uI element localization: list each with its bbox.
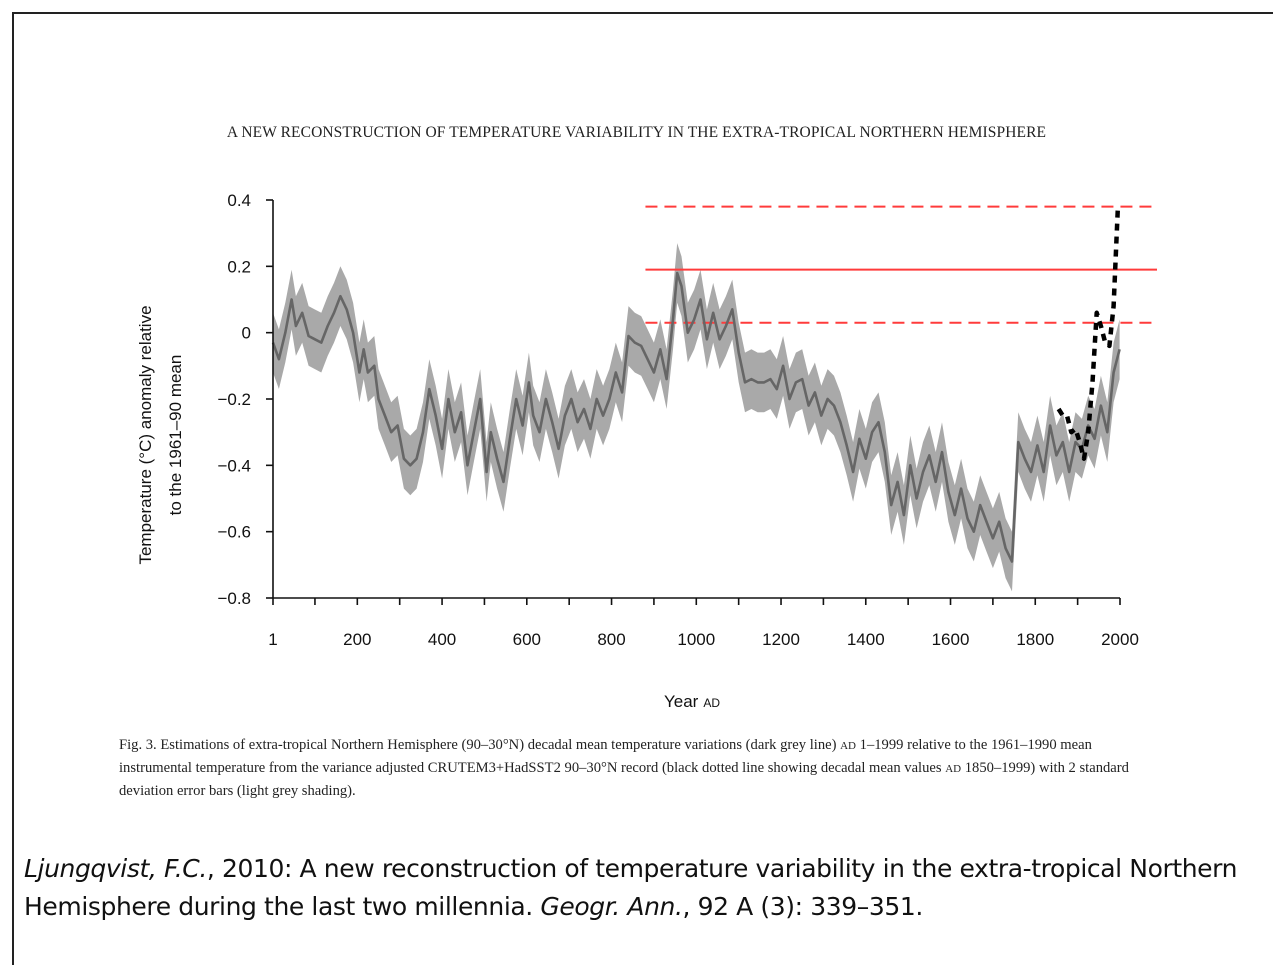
citation-journal: Geogr. Ann.	[540, 892, 683, 921]
figure-header: A NEW RECONSTRUCTION OF TEMPERATURE VARI…	[226, 124, 1047, 141]
y-tick-label: 0.2	[227, 257, 251, 276]
reconstruction-line	[271, 271, 1121, 563]
error-band	[273, 243, 1120, 592]
caption-era1: AD	[840, 740, 856, 752]
y-tick-label: −0.2	[217, 390, 251, 409]
x-tick-label: 1400	[847, 630, 885, 649]
caption-part2: 1–1999 relative to the 1961–1990 mean in…	[119, 737, 1092, 776]
caption-part1: Estimations of extra-tropical Northern H…	[156, 737, 841, 753]
reconstruction-line-layer	[271, 271, 1121, 563]
error-band-layer	[273, 243, 1120, 592]
x-tick-label: 1800	[1016, 630, 1054, 649]
x-axis-title-text: Year	[664, 692, 699, 711]
y-axis-title-line1: Temperature (°C) anomaly relative	[136, 305, 155, 564]
figure-caption: Fig. 3. Estimations of extra-tropical No…	[119, 734, 1159, 802]
caption-fig-label: Fig. 3.	[119, 737, 157, 753]
x-tick-label: 2000	[1101, 630, 1139, 649]
y-tick-label: −0.8	[217, 589, 251, 608]
x-tick-label: 1200	[762, 630, 800, 649]
x-tick-label: 1	[268, 630, 277, 649]
x-tick-label: 200	[343, 630, 371, 649]
slide-frame	[12, 12, 1273, 965]
citation-text: , 2010: A new reconstruction of temperat…	[24, 854, 1238, 921]
y-tick-label: −0.6	[217, 523, 251, 542]
temperature-chart: 0.40.20−0.2−0.4−0.6−0.81 200 400 600 800 1000…	[136, 191, 1157, 711]
x-axis-title: Year AD	[664, 692, 720, 711]
axes-layer: 0.40.20−0.2−0.4−0.6−0.81 200 400 600 800 1000…	[217, 191, 1138, 649]
citation: Ljungqvist, F.C., 2010: A new reconstruc…	[24, 850, 1254, 926]
instrumental-line-layer	[1056, 206, 1121, 461]
x-tick-label: 1000	[677, 630, 715, 649]
reference-lines-layer	[645, 205, 1157, 324]
y-tick-label: −0.4	[217, 456, 251, 475]
caption-part3: 1850–1999) with 2 standard deviation err…	[119, 760, 1129, 799]
x-tick-label: 1600	[932, 630, 970, 649]
y-axis-title-line2: to the 1961–90 mean	[166, 355, 185, 516]
y-tick-label: 0	[242, 324, 251, 343]
citation-volume: , 92 A (3): 339–351.	[682, 892, 924, 921]
x-tick-label: 600	[513, 630, 541, 649]
x-tick-label: 400	[428, 630, 456, 649]
instrumental-dotted-line	[1056, 206, 1121, 461]
caption-era2: AD	[945, 763, 962, 775]
x-axis-title-era: AD	[703, 696, 720, 710]
citation-author: Ljungqvist, F.C.	[24, 854, 207, 883]
x-tick-label: 800	[597, 630, 625, 649]
y-tick-label: 0.4	[227, 191, 251, 210]
